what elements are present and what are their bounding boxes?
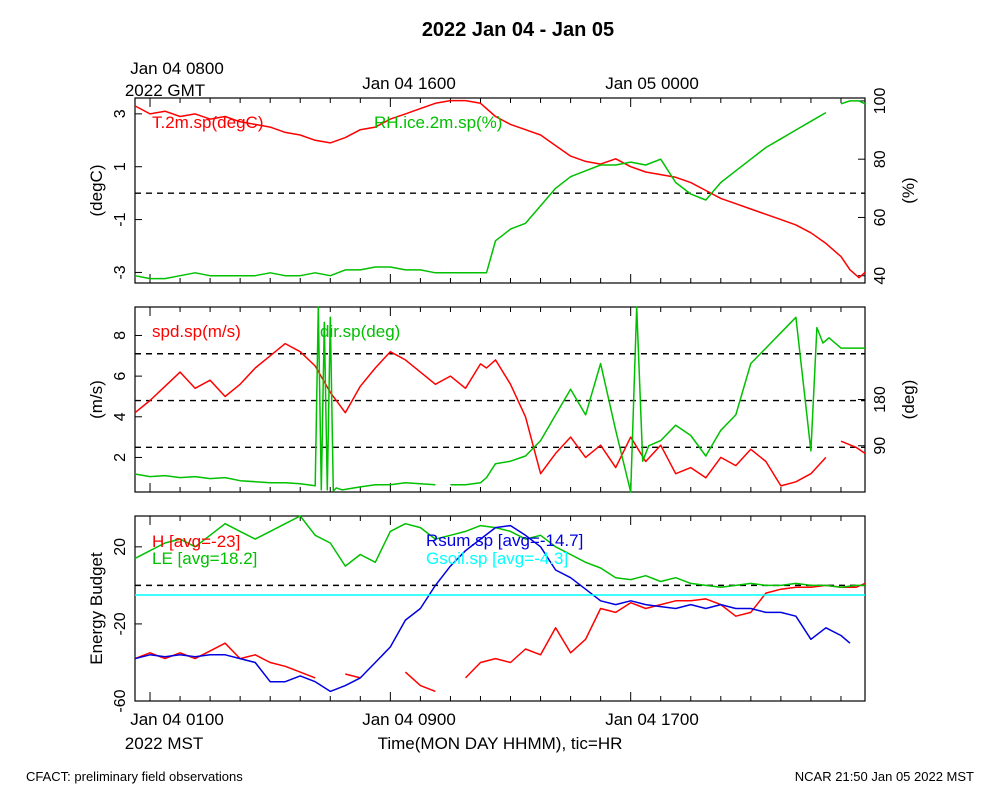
y-tick-label: 6 xyxy=(112,372,129,381)
y-tick-label: 1 xyxy=(112,162,129,171)
legend-h: H [avg=-23] xyxy=(152,532,240,551)
gmt-first-label-line1: Jan 04 0800 xyxy=(130,59,224,78)
y-tick-label: 2 xyxy=(112,453,129,462)
wind-panel: 2 4 6 8 (m/s) 90 180 (deg) spd.sp(m/s) dir.sp(deg… xyxy=(87,306,918,493)
gmt-first-label-line2: 2022 GMT xyxy=(125,81,205,100)
energy-budget-panel: 20 -20 -60 Energy Budget H [avg=-23]LE [avg=… xyxy=(87,515,866,713)
gmt-label-jan05-0000: Jan 05 0000 xyxy=(605,74,699,93)
y2-tick-label: 180 xyxy=(872,386,889,413)
series-line-h xyxy=(134,642,316,679)
series-line-h xyxy=(345,673,361,679)
chart-title: 2022 Jan 04 - Jan 05 xyxy=(422,19,614,41)
temperature-humidity-panel: 3 1 -1 -3 (degC) 100 80 60 40 (%) T.2m.sp(degC) RH.… xyxy=(87,87,918,284)
y-tick-label: 20 xyxy=(112,538,129,556)
footer-left: CFACT: preliminary field observations xyxy=(26,769,243,784)
gmt-label-jan04-1600: Jan 04 1600 xyxy=(362,74,456,93)
y-axis-label: Energy Budget xyxy=(87,552,106,665)
legend-dir-sp-deg: dir.sp(deg) xyxy=(320,322,400,341)
footer-right: NCAR 21:50 Jan 05 2022 MST xyxy=(795,769,974,784)
y2-tick-label: 100 xyxy=(872,87,889,114)
y-tick-label: -3 xyxy=(112,265,129,279)
legend-rsum-sp: Rsum.sp [avg=-14.7] xyxy=(426,531,583,550)
y2-tick-label: 80 xyxy=(872,150,889,168)
panel-frame xyxy=(134,97,866,284)
y2-tick-label: 90 xyxy=(872,437,889,455)
series-line-dir-sp-deg xyxy=(450,306,865,493)
legend-t-2m-sp-degc: T.2m.sp(degC) xyxy=(152,113,263,132)
series-line-le xyxy=(134,515,865,589)
series-line-dir-sp-deg xyxy=(134,306,436,492)
series-line-t-2m-sp-degc xyxy=(134,99,866,279)
legend-le: LE [avg=18.2] xyxy=(152,549,257,568)
y-tick-label: -1 xyxy=(112,212,129,226)
y-tick-label: 4 xyxy=(112,412,129,421)
y2-tick-label: 40 xyxy=(872,267,889,285)
panel-frame xyxy=(134,515,866,702)
y-tick-label: -60 xyxy=(112,689,129,712)
panel-frame xyxy=(134,306,866,493)
legend-spd-sp-m-s: spd.sp(m/s) xyxy=(152,322,241,341)
mst-label-jan04-1700: Jan 04 1700 xyxy=(605,710,699,729)
x-axis-label: Time(MON DAY HHMM), tic=HR xyxy=(378,734,623,753)
series-line-rh-ice-2m-sp xyxy=(840,100,866,105)
y-axis-label: (degC) xyxy=(87,165,106,217)
y2-axis-label: (deg) xyxy=(899,380,918,420)
mst-label-jan04-0100: Jan 04 0100 xyxy=(130,710,224,729)
y-tick-label: 3 xyxy=(112,109,129,118)
y-tick-label: 8 xyxy=(112,331,129,340)
y-tick-label: -20 xyxy=(112,612,129,635)
mst-label-jan04-0900: Jan 04 0900 xyxy=(362,710,456,729)
y2-axis-label: (%) xyxy=(899,177,918,203)
legend-gsoil-sp: Gsoil.sp [avg=-4.3] xyxy=(426,549,568,568)
series-line-h xyxy=(404,671,436,693)
legend-rh-ice-2m-sp: RH.ice.2m.sp(%) xyxy=(374,113,502,132)
y-axis-label: (m/s) xyxy=(87,380,106,419)
y2-tick-label: 60 xyxy=(872,208,889,226)
series-line-rsum-sp xyxy=(134,524,851,693)
series-line-spd-sp-m-s xyxy=(134,342,827,487)
series-line-rh-ice-2m-sp xyxy=(134,111,827,280)
series-line-h xyxy=(464,582,866,679)
series-line-spd-sp-m-s xyxy=(840,440,866,455)
mst-first-label-line2: 2022 MST xyxy=(125,734,203,753)
